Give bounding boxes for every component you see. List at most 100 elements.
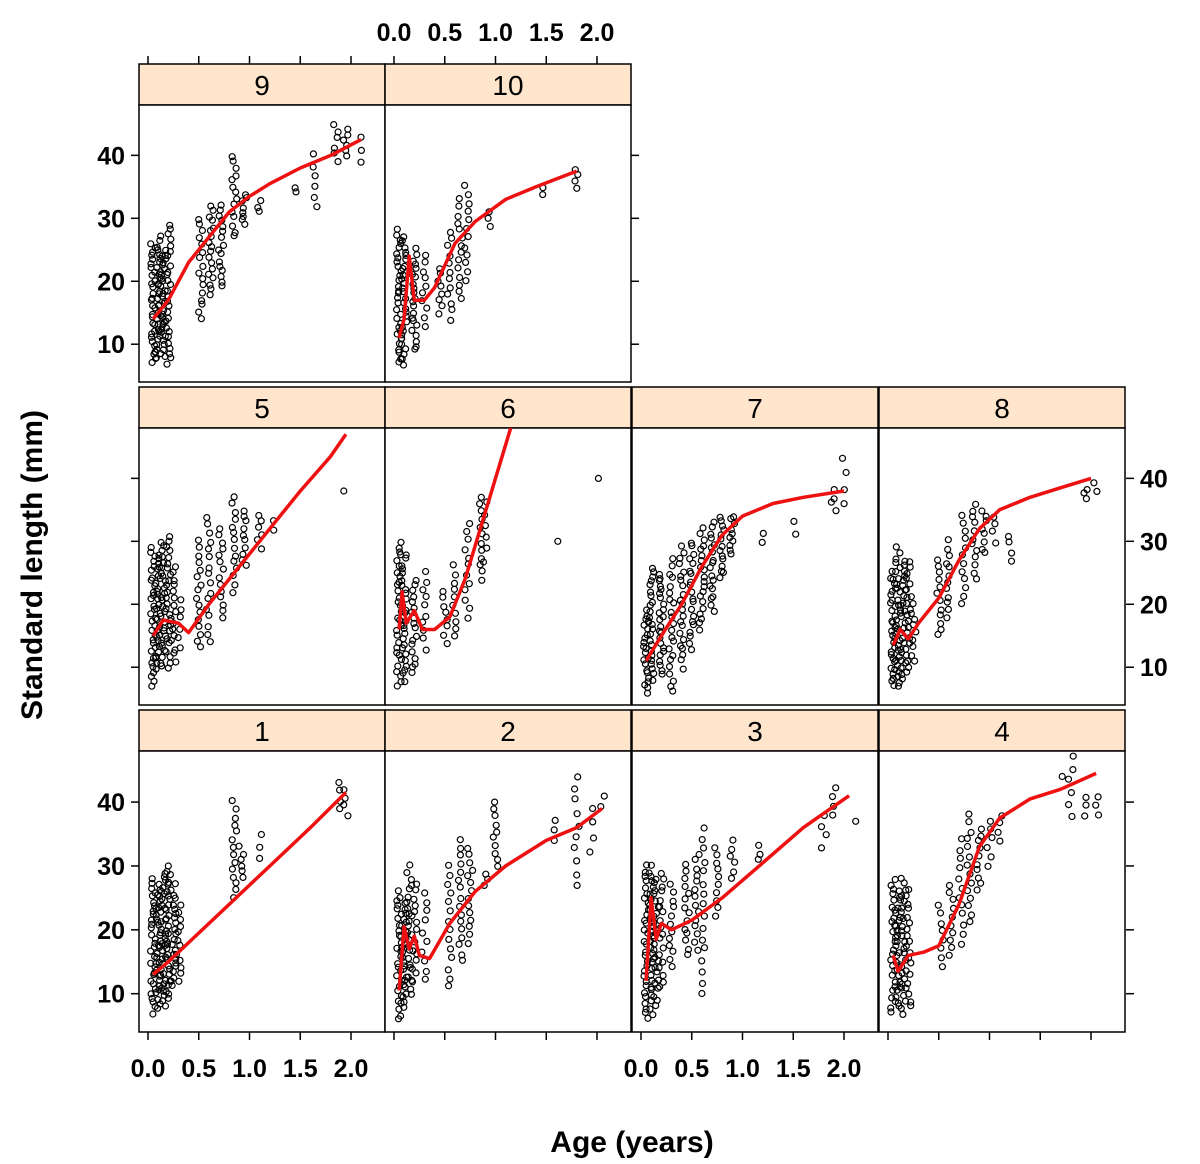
data-point	[257, 545, 266, 553]
data-point	[170, 631, 178, 640]
data-point	[759, 529, 767, 538]
data-point	[204, 630, 212, 639]
data-point	[675, 559, 684, 568]
data-point	[817, 823, 826, 831]
data-point	[165, 350, 174, 358]
data-point	[974, 874, 983, 882]
data-point	[394, 887, 402, 895]
data-point	[394, 901, 402, 909]
data-point	[659, 908, 667, 916]
data-point	[573, 184, 581, 192]
data-point	[594, 474, 603, 482]
data-point	[949, 929, 957, 937]
data-point	[655, 589, 664, 598]
data-point	[394, 254, 402, 262]
data-point	[205, 564, 213, 572]
data-point	[455, 195, 463, 203]
data-point	[491, 841, 499, 850]
data-point	[393, 682, 401, 690]
data-point	[255, 207, 263, 215]
strip-label: 5	[254, 393, 270, 424]
data-point	[147, 260, 155, 268]
data-point	[409, 314, 417, 322]
data-point	[148, 358, 156, 367]
data-point	[986, 817, 995, 825]
data-point	[421, 916, 429, 924]
y-tick-label: 20	[1140, 591, 1168, 619]
data-point	[956, 864, 964, 872]
data-point	[219, 601, 227, 609]
data-point	[412, 264, 420, 272]
data-point	[573, 881, 581, 890]
data-point	[667, 912, 676, 920]
data-point	[933, 556, 942, 564]
data-point	[958, 909, 966, 917]
data-point	[239, 209, 247, 217]
data-point	[1058, 772, 1066, 781]
data-point	[148, 659, 156, 667]
data-point	[400, 1003, 408, 1011]
strip-label: 8	[994, 393, 1010, 424]
data-point	[149, 255, 157, 263]
data-point	[158, 325, 166, 333]
smooth-line-panel-6	[397, 428, 513, 632]
data-point	[910, 657, 919, 665]
data-point	[310, 193, 318, 202]
data-point	[147, 924, 155, 932]
data-point	[147, 672, 155, 681]
data-point	[902, 585, 910, 594]
data-point	[712, 889, 721, 897]
data-point	[700, 890, 708, 898]
data-point	[230, 528, 238, 537]
data-point	[457, 294, 465, 303]
data-point	[894, 575, 903, 583]
data-point	[418, 929, 427, 937]
data-point	[231, 229, 239, 237]
data-point	[238, 862, 246, 870]
data-point	[944, 594, 952, 602]
data-point	[977, 832, 985, 840]
data-point	[755, 841, 763, 849]
data-point	[832, 507, 840, 515]
data-point	[154, 320, 162, 328]
data-point	[966, 917, 974, 926]
data-point	[452, 618, 460, 626]
data-point	[973, 886, 981, 894]
data-point	[162, 648, 170, 656]
data-point	[967, 879, 976, 887]
data-point	[396, 894, 404, 902]
data-point	[330, 144, 338, 152]
points-panel-3	[640, 784, 860, 1022]
data-point	[401, 629, 409, 638]
data-point	[464, 844, 472, 853]
data-point	[206, 529, 214, 537]
data-point	[463, 527, 471, 536]
data-point	[903, 593, 911, 602]
data-point	[239, 204, 247, 212]
data-point	[970, 569, 978, 577]
data-point	[667, 608, 675, 617]
strip-4	[878, 709, 1126, 752]
data-point	[241, 535, 249, 544]
data-point	[231, 515, 239, 523]
data-point	[892, 922, 900, 930]
data-point	[699, 924, 707, 933]
data-point	[167, 354, 175, 362]
data-point	[466, 519, 474, 528]
data-point	[944, 536, 952, 544]
data-point	[829, 811, 837, 819]
data-point	[147, 990, 155, 998]
data-point	[230, 212, 238, 221]
data-point	[413, 880, 421, 888]
data-point	[707, 594, 715, 603]
data-point	[153, 949, 161, 958]
data-point	[311, 172, 319, 180]
data-point	[166, 225, 174, 233]
data-point	[897, 1004, 905, 1013]
data-point	[965, 853, 974, 861]
data-point	[944, 605, 953, 614]
data-point	[461, 244, 469, 252]
data-point	[239, 531, 247, 540]
x-tick-label: 1.5	[529, 19, 564, 47]
data-point	[170, 594, 178, 602]
